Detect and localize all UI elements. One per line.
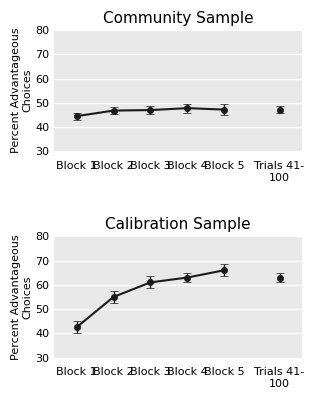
Title: Community Sample: Community Sample <box>103 11 253 26</box>
Title: Calibration Sample: Calibration Sample <box>105 217 251 232</box>
Y-axis label: Percent Advantageous
Choices: Percent Advantageous Choices <box>11 234 33 360</box>
Y-axis label: Percent Advantageous
Choices: Percent Advantageous Choices <box>11 28 33 154</box>
